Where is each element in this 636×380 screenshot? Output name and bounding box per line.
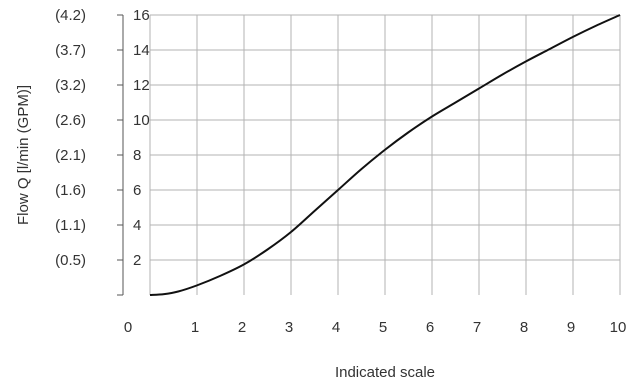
x-tick-label: 10 bbox=[610, 319, 627, 336]
y-tick-label-lpm: 4 bbox=[133, 217, 141, 234]
x-tick-label: 8 bbox=[520, 319, 528, 336]
y-tick-label-lpm: 6 bbox=[133, 182, 141, 199]
y-tick-label-lpm: 2 bbox=[133, 252, 141, 269]
x-tick-label: 0 bbox=[124, 319, 132, 336]
y-tick-label-gpm: (2.6) bbox=[55, 112, 86, 129]
x-tick-label: 4 bbox=[332, 319, 340, 336]
y-tick-label-gpm: (0.5) bbox=[55, 252, 86, 269]
y-tick-label-gpm: (3.2) bbox=[55, 77, 86, 94]
series-layer bbox=[149, 14, 621, 296]
x-tick-label: 2 bbox=[238, 319, 246, 336]
axes bbox=[117, 14, 124, 296]
y-tick-label-gpm: (1.1) bbox=[55, 217, 86, 234]
y-tick-label-lpm: 12 bbox=[133, 77, 150, 94]
x-tick-labels: 0 1 2 3 4 5 6 7 8 9 10 bbox=[124, 319, 627, 336]
y-tick-labels: 2 (0.5) 4 (1.1) 6 (1.6) 8 (2.1) 10 (2.6) 12 (3.2) 14… bbox=[55, 7, 150, 269]
y-tick-label-gpm: (1.6) bbox=[55, 182, 86, 199]
grid bbox=[149, 14, 621, 295]
y-tick-label-gpm: (3.7) bbox=[55, 42, 86, 59]
y-tick-label-lpm: 8 bbox=[133, 147, 141, 164]
x-tick-label: 3 bbox=[285, 319, 293, 336]
x-tick-label: 1 bbox=[191, 319, 199, 336]
x-axis-title: Indicated scale bbox=[335, 364, 435, 380]
y-tick-label-lpm: 10 bbox=[133, 112, 150, 129]
y-axis-title: Flow Q [l/min (GPM)] bbox=[15, 85, 32, 225]
y-tick-label-lpm: 14 bbox=[133, 42, 150, 59]
y-tick-label-gpm: (2.1) bbox=[55, 147, 86, 164]
y-tick-label-gpm: (4.2) bbox=[55, 7, 86, 24]
x-tick-label: 5 bbox=[379, 319, 387, 336]
series-line-0 bbox=[149, 14, 621, 296]
x-tick-label: 9 bbox=[567, 319, 575, 336]
y-tick-label-lpm: 16 bbox=[133, 7, 150, 24]
x-tick-label: 6 bbox=[426, 319, 434, 336]
x-tick-label: 7 bbox=[473, 319, 481, 336]
